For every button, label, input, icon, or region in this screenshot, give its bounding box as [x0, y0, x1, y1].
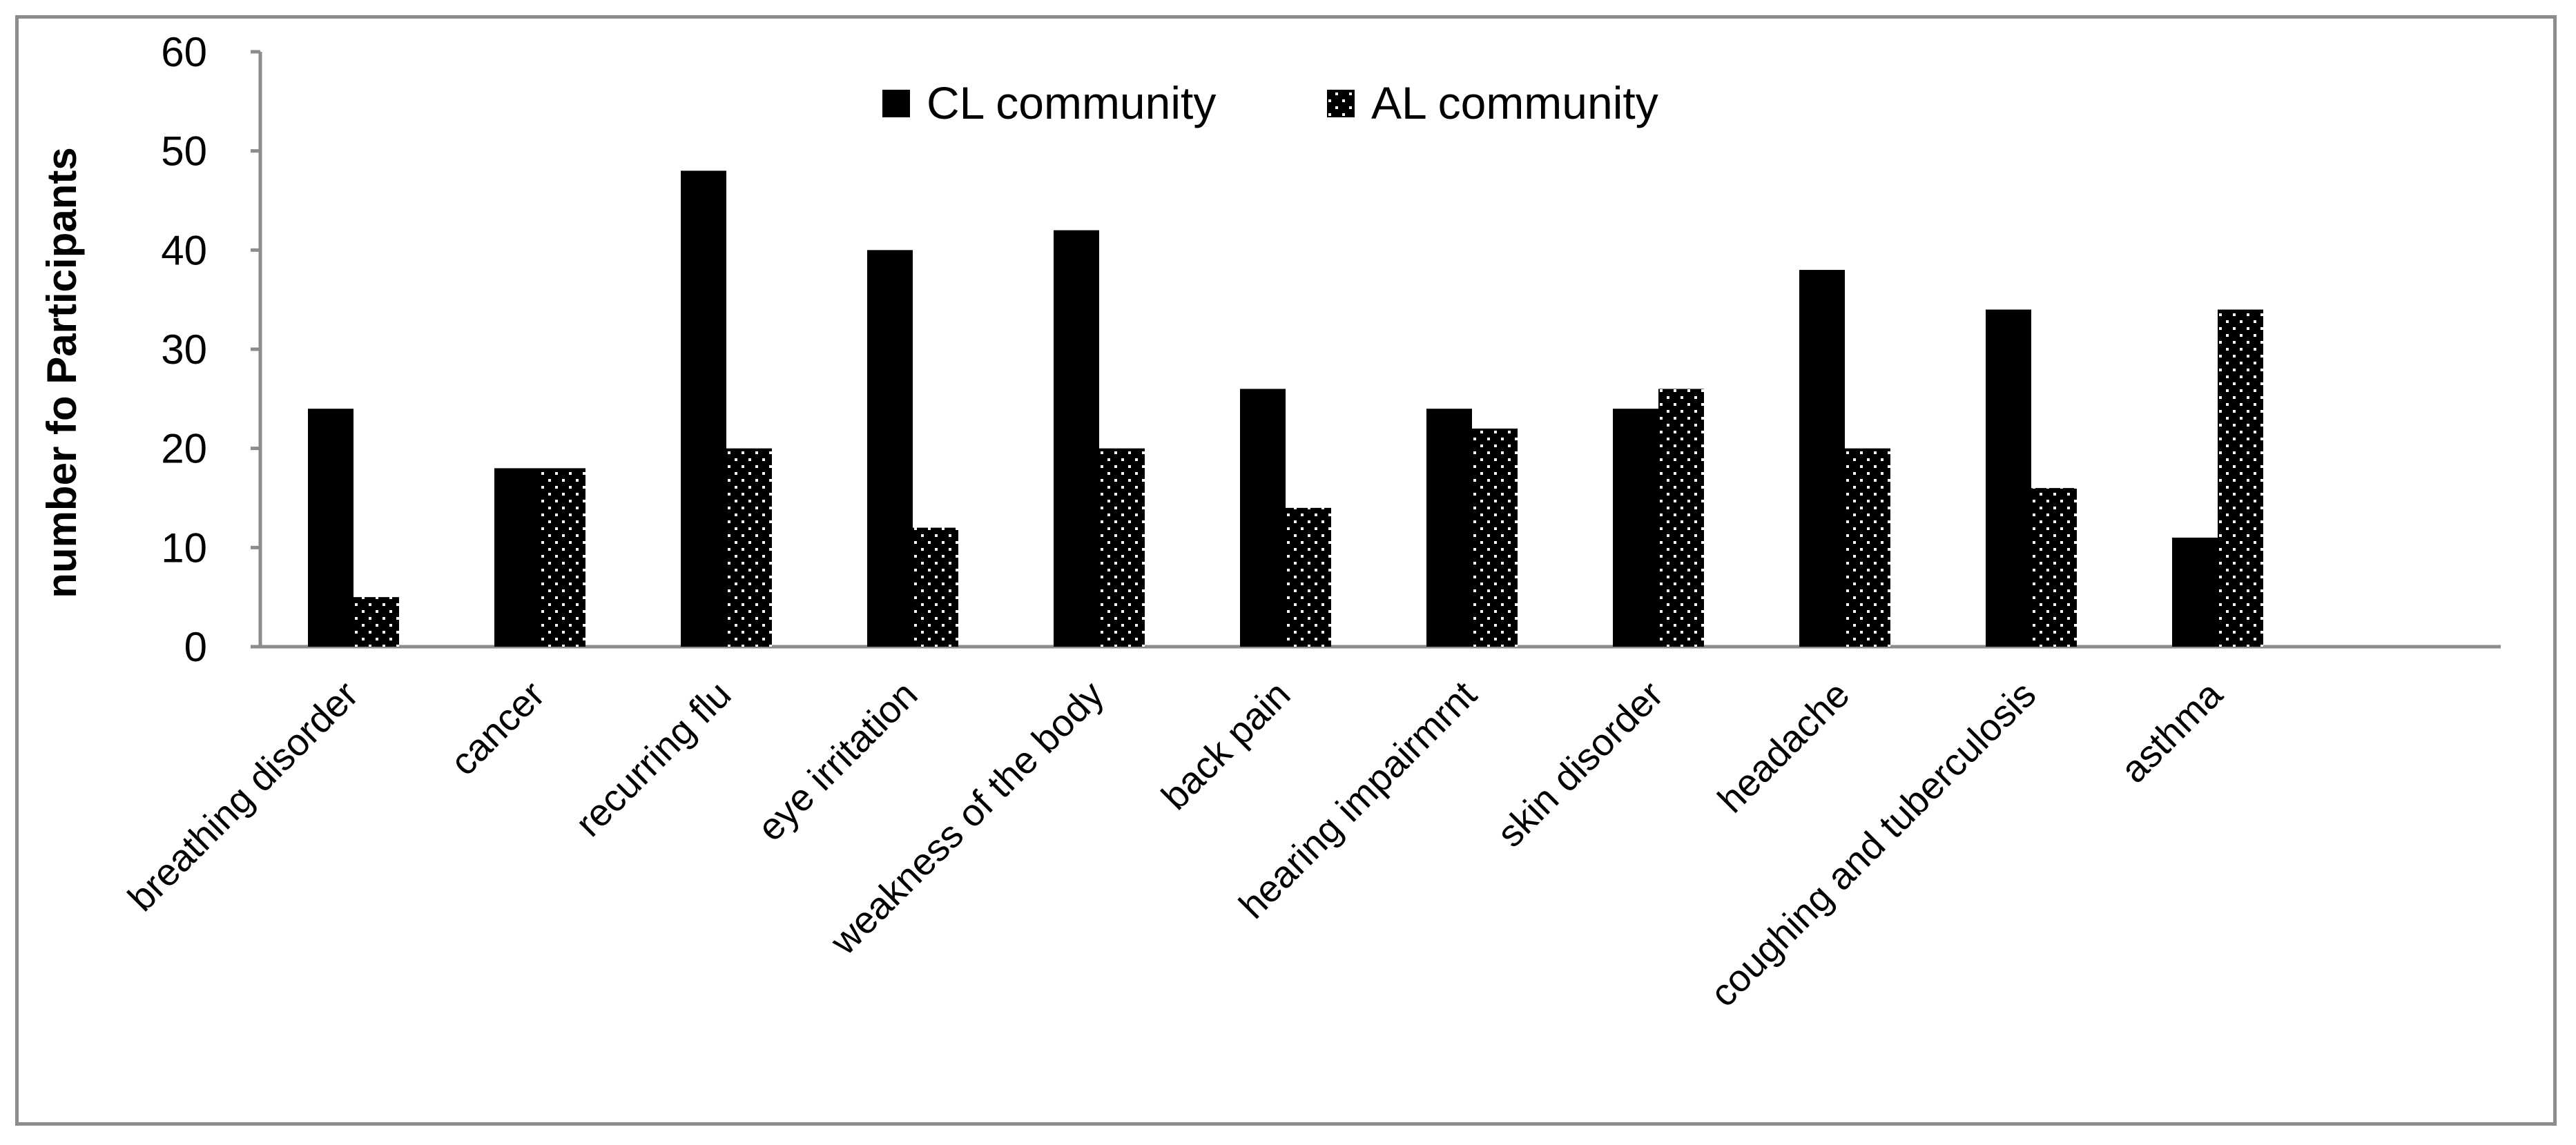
category-label: back pain [1153, 673, 1298, 818]
bar-cl-breathing-disorder [308, 409, 354, 647]
bar-al-skin-disorder [1658, 389, 1704, 647]
bar-al-breathing-disorder [354, 597, 399, 647]
y-tick-label: 30 [161, 326, 207, 373]
legend: CL community AL community [882, 77, 1658, 128]
bar-al-cancer [540, 468, 585, 647]
bar-cl-eye-irritation [867, 250, 913, 647]
category-label: cancer [442, 673, 553, 784]
bars [308, 170, 2263, 647]
category-label: asthma [2112, 672, 2231, 791]
bar-al-recurring-flu [726, 448, 772, 647]
y-axis: 0 10 20 30 40 50 60 [161, 29, 262, 670]
legend-label-al: AL community [1371, 77, 1658, 128]
bar-cl-recurring-flu [681, 170, 726, 647]
category-label: eye irritation [749, 673, 926, 850]
bar-al-coughing-and-tuberculosis [2031, 488, 2077, 647]
y-axis-title: number fo Participants [39, 147, 85, 598]
bar-cl-hearing-impairmrnt [1426, 409, 1472, 647]
y-tick-label: 60 [161, 29, 207, 75]
bar-cl-skin-disorder [1613, 409, 1658, 647]
bar-cl-weakness-of-the-body [1054, 230, 1099, 647]
y-tick-label: 0 [184, 624, 207, 670]
category-label: skin disorder [1489, 673, 1671, 855]
bar-al-headache [1845, 448, 1890, 647]
bar-cl-back-pain [1240, 389, 1286, 647]
category-label: headache [1710, 673, 1858, 821]
category-label: coughing and tuberculosis [1702, 673, 2044, 1015]
bar-cl-headache [1799, 270, 1845, 647]
category-labels: breathing disorder cancer recurring flu eye… [119, 672, 2231, 1015]
y-tick-label: 40 [161, 227, 207, 273]
bar-cl-asthma [2172, 537, 2218, 647]
bar-cl-cancer [494, 468, 540, 647]
y-tick-label: 50 [161, 128, 207, 175]
legend-swatch-al [1327, 90, 1355, 117]
y-tick-label: 10 [161, 525, 207, 571]
bar-al-hearing-impairmrnt [1472, 428, 1518, 647]
bar-al-weakness-of-the-body [1099, 448, 1145, 647]
bar-al-eye-irritation [913, 527, 958, 647]
category-label: breathing disorder [119, 673, 366, 919]
bar-al-asthma [2218, 309, 2263, 647]
legend-swatch-cl [882, 90, 910, 117]
category-label: recurring flu [567, 673, 739, 845]
bar-cl-coughing-and-tuberculosis [1986, 309, 2031, 647]
legend-label-cl: CL community [927, 77, 1216, 128]
y-tick-label: 20 [161, 426, 207, 472]
bar-al-back-pain [1286, 507, 1331, 647]
